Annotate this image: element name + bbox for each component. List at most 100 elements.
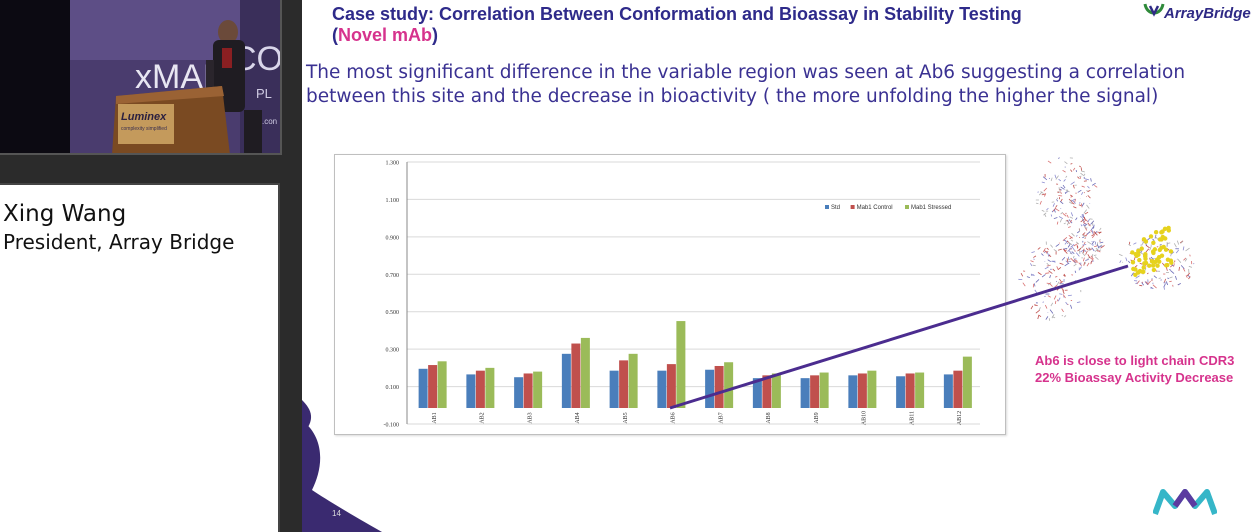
bar-ab7-mab1-control	[714, 365, 724, 408]
protein-bond	[1087, 195, 1091, 199]
protein-bond	[1078, 249, 1081, 254]
protein-bond	[1096, 244, 1100, 249]
protein-bond	[1056, 281, 1060, 286]
cdr3-highlight-atom	[1168, 249, 1174, 254]
x-tick-label: AB9	[814, 412, 820, 423]
backdrop-url-fragment: .con	[262, 117, 277, 126]
protein-bond	[1045, 316, 1049, 320]
protein-bond	[1053, 217, 1058, 219]
protein-bond	[1043, 212, 1047, 216]
protein-bond	[1048, 254, 1052, 257]
x-tick-label: AB1	[432, 412, 438, 423]
cdr3-highlight-atom	[1135, 270, 1141, 275]
protein-bond	[1144, 281, 1149, 285]
protein-bond	[1039, 191, 1043, 196]
y-tick-label: 0.100	[386, 385, 400, 391]
cdr3-highlight-atom	[1153, 230, 1159, 235]
cdr3-highlight-atom	[1162, 226, 1168, 232]
protein-bond	[1022, 282, 1026, 287]
bar-ab4-std	[561, 353, 571, 408]
protein-bond	[1082, 218, 1084, 222]
protein-bond	[1184, 258, 1188, 262]
protein-bond	[1180, 240, 1184, 244]
protein-bond	[1068, 260, 1072, 263]
bar-ab10-mab1-stressed	[867, 370, 877, 408]
protein-bond	[1075, 252, 1080, 257]
protein-bond	[1042, 176, 1048, 181]
bar-ab5-std	[609, 370, 619, 408]
backdrop-partial-2: PL	[256, 86, 272, 101]
protein-bond	[1090, 178, 1092, 182]
protein-bond	[1035, 202, 1039, 205]
protein-bond	[1088, 249, 1090, 252]
protein-bond	[1090, 226, 1094, 231]
protein-bond	[1076, 230, 1080, 234]
protein-bond	[1067, 220, 1069, 223]
protein-bond	[1070, 212, 1074, 217]
title-end: )	[432, 25, 439, 45]
cdr3-highlight-atom	[1147, 263, 1152, 268]
protein-bond	[1054, 174, 1057, 179]
protein-bond	[1078, 204, 1082, 207]
protein-bond	[1185, 275, 1188, 278]
bar-ab11-mab1-stressed	[915, 372, 925, 408]
protein-bond	[1050, 302, 1054, 307]
protein-bond	[1063, 239, 1067, 242]
speaker-video[interactable]: xMAP CO PL .con Luminex complexity simpl…	[0, 0, 282, 155]
protein-bond	[1100, 245, 1105, 249]
cdr3-highlight-atom	[1141, 265, 1146, 270]
protein-bond	[1033, 283, 1036, 287]
x-tick-label: AB7	[718, 412, 724, 423]
protein-bond	[1072, 200, 1076, 204]
cdr3-highlight-atom	[1136, 252, 1141, 257]
protein-bond	[1094, 185, 1098, 188]
protein-bond	[1061, 308, 1064, 313]
protein-bond	[1096, 249, 1101, 253]
protein-bond	[1139, 262, 1143, 265]
protein-bond	[1071, 232, 1075, 237]
protein-bond	[1083, 262, 1086, 266]
protein-bond	[1083, 220, 1085, 223]
protein-bond	[1031, 251, 1035, 254]
protein-bond	[1135, 275, 1140, 279]
protein-bond	[1059, 200, 1064, 205]
protein-bond	[1141, 282, 1145, 286]
protein-bond	[1044, 266, 1049, 270]
protein-bond	[1049, 275, 1051, 279]
protein-bond	[1067, 241, 1073, 246]
protein-bond	[1170, 251, 1175, 255]
y-tick-label: 1.300	[386, 161, 400, 167]
cdr3-highlight-atom	[1152, 247, 1158, 252]
protein-bond	[1081, 244, 1085, 248]
protein-bond	[1082, 234, 1087, 237]
x-tick-label: AB3	[527, 412, 533, 423]
protein-bond	[1065, 301, 1068, 305]
protein-bond	[1170, 270, 1175, 274]
protein-bond	[1188, 276, 1191, 280]
protein-bond	[1062, 213, 1067, 217]
protein-bond	[1080, 172, 1085, 177]
protein-bond	[1139, 251, 1143, 255]
protein-bond	[1064, 315, 1067, 318]
bar-ab1-mab1-control	[428, 365, 438, 408]
cdr3-highlight-atom	[1136, 248, 1141, 254]
speaker-card: Xing Wang President, Array Bridge	[0, 183, 280, 532]
bar-ab9-mab1-control	[810, 375, 820, 408]
protein-bond	[1070, 239, 1074, 242]
protein-bond	[1090, 220, 1095, 225]
protein-bond	[1099, 227, 1102, 231]
protein-bond	[1038, 307, 1041, 311]
protein-bond	[1059, 262, 1064, 265]
protein-bond	[1060, 192, 1062, 194]
speaker-name: Xing Wang	[3, 201, 127, 227]
bar-ab8-std	[752, 378, 762, 408]
protein-bond	[1084, 211, 1089, 215]
protein-bond	[1066, 214, 1069, 218]
cdr3-highlight-atom	[1141, 237, 1147, 242]
protein-bond	[1091, 247, 1095, 252]
protein-bond	[1077, 245, 1079, 248]
bar-ab6-std	[657, 370, 667, 408]
protein-bond	[1053, 249, 1057, 252]
protein-bond	[1094, 256, 1099, 260]
protein-bond	[1091, 240, 1095, 245]
